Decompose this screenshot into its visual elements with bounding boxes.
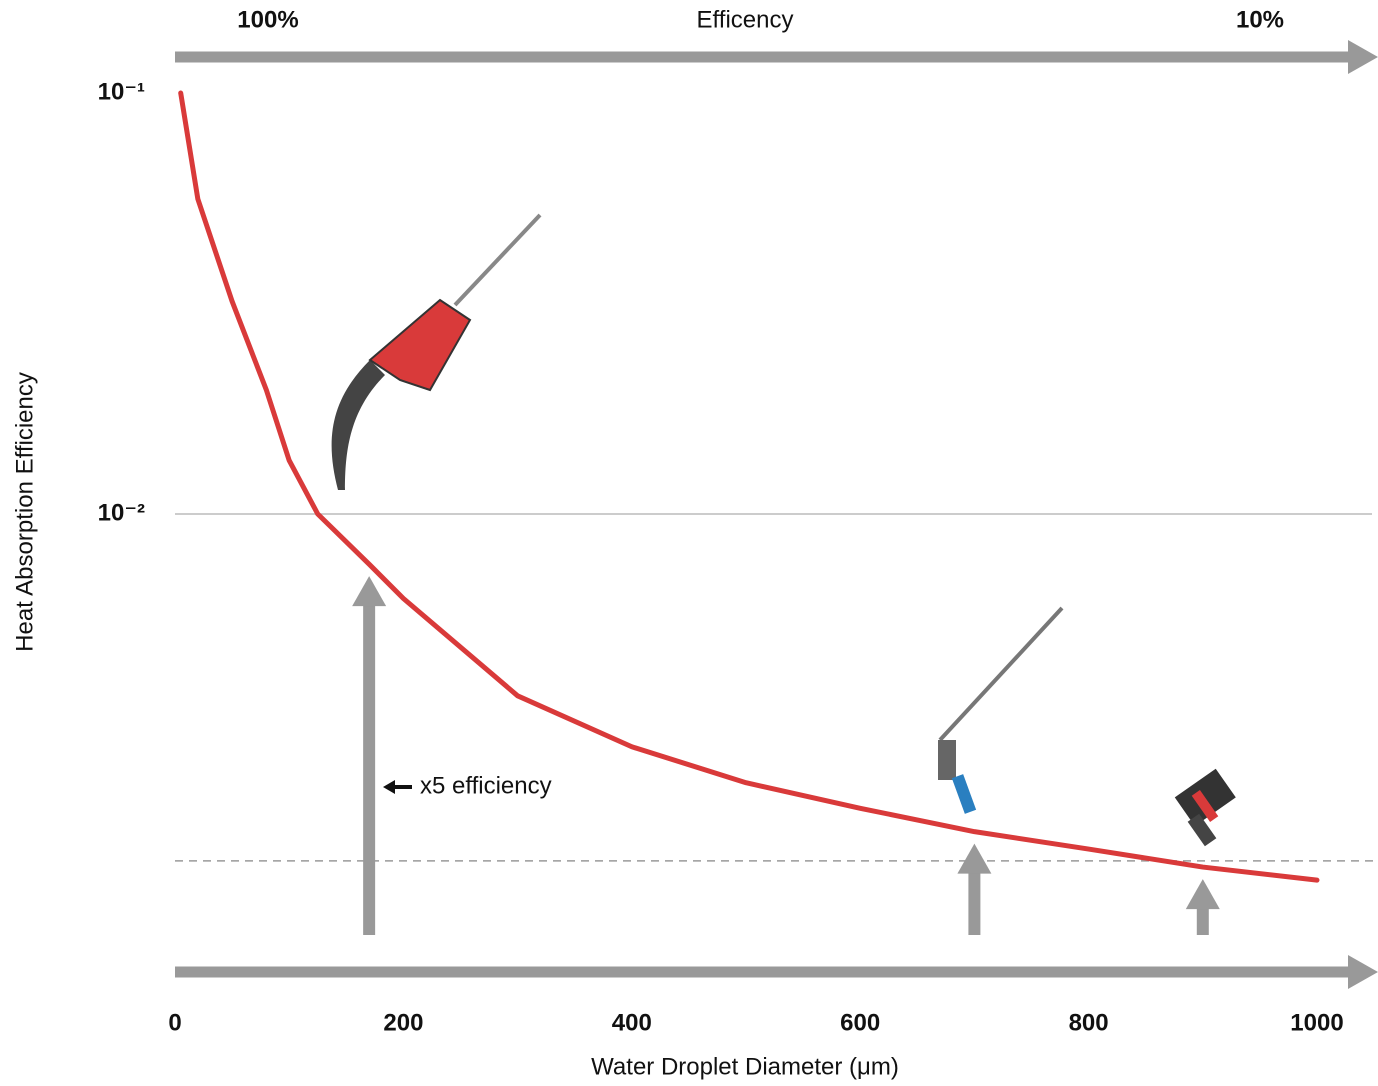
y-tick-label: 10⁻² [98, 499, 145, 526]
bottom-arrow-head [1348, 955, 1378, 989]
annotation: x5 efficiency [420, 772, 552, 799]
annotation-arrow [383, 780, 412, 794]
data-line [178, 90, 1320, 883]
x-tick-label: 0 [168, 1009, 181, 1036]
y-axis-label: Heat Absorption Efficiency [11, 372, 38, 652]
x-tick-label: 1000 [1290, 1009, 1343, 1036]
up-arrow-head [957, 843, 992, 874]
x-tick-label: 200 [383, 1009, 423, 1036]
top-title: Efficency [697, 6, 794, 33]
top-arrow-head [1348, 40, 1378, 74]
up-arrow-head [1185, 879, 1220, 910]
x-tick-label: 600 [840, 1009, 880, 1036]
up-arrow-head [352, 576, 387, 607]
x-tick-label: 400 [612, 1009, 652, 1036]
nozzle-illustration [1174, 768, 1236, 847]
y-tick-label: 10⁻¹ [98, 78, 145, 105]
x-axis-label: Water Droplet Diameter (μm) [591, 1053, 899, 1080]
top-left-label: 100% [237, 6, 298, 33]
top-right-label: 10% [1236, 6, 1284, 33]
nozzle-illustration [938, 606, 1064, 814]
x-tick-label: 800 [1069, 1009, 1109, 1036]
nozzle-illustration [331, 213, 542, 490]
